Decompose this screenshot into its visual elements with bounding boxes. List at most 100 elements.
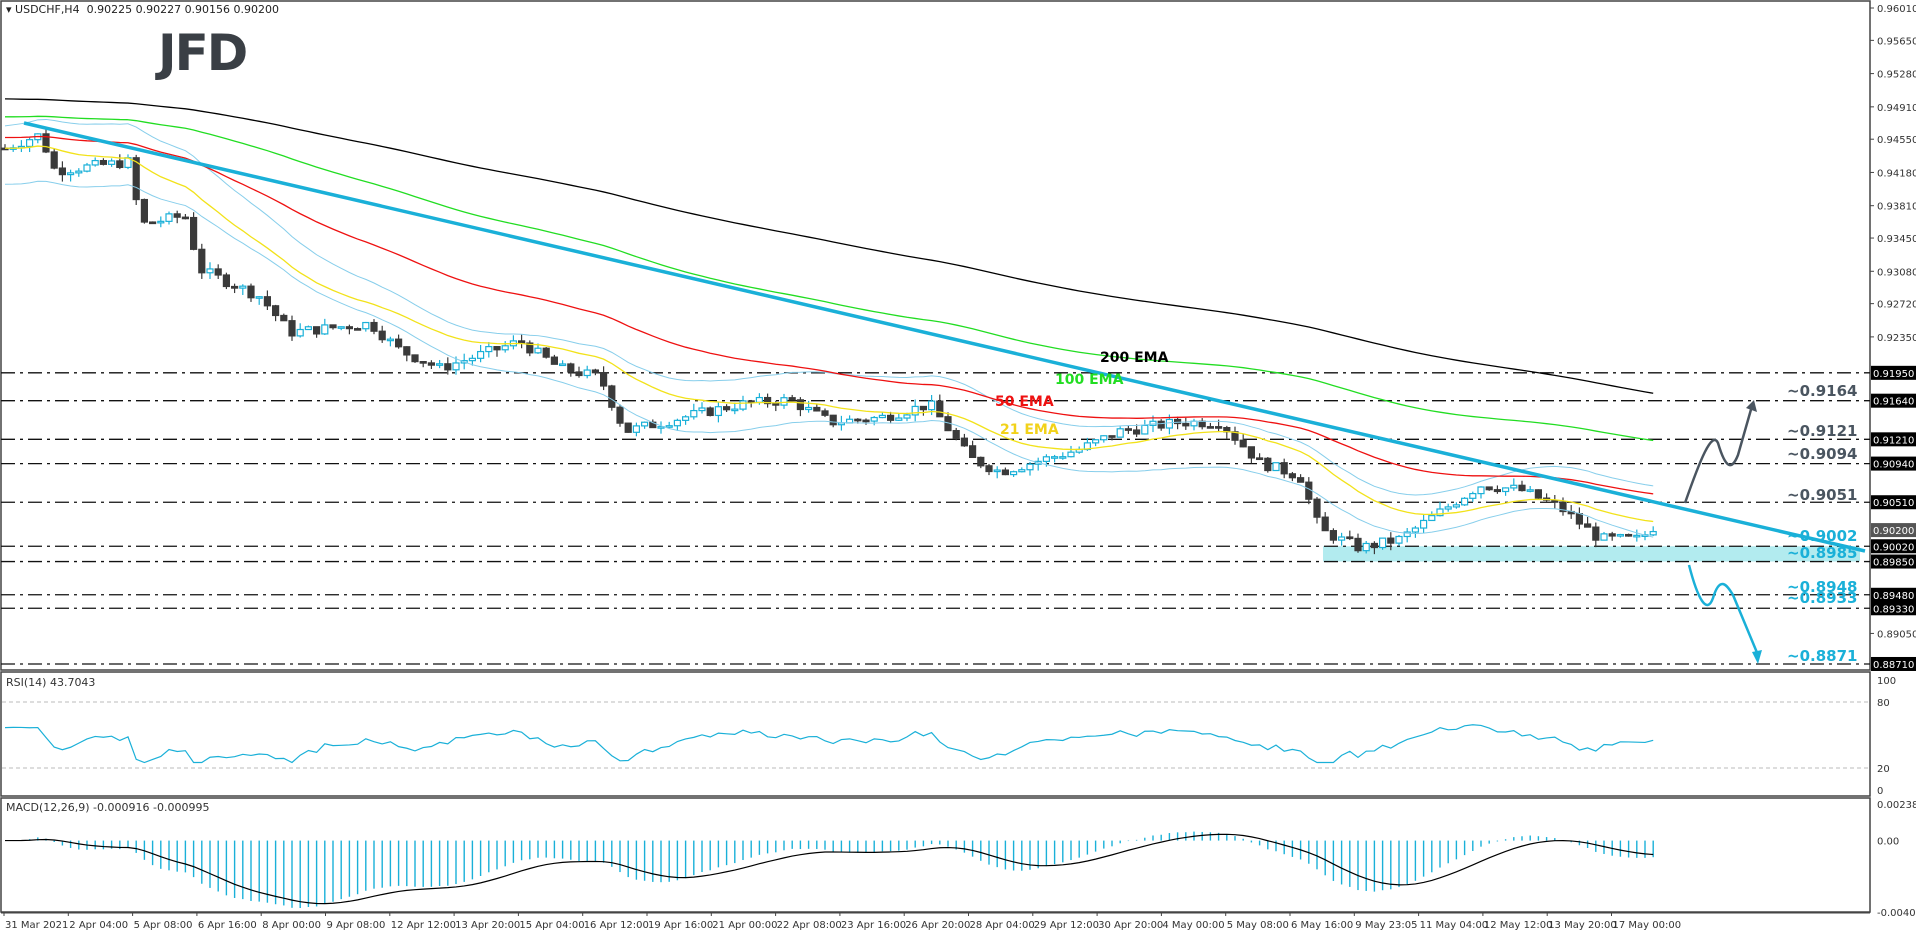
time-tick-label: 28 Apr 04:00 (970, 920, 1035, 931)
arrow-head-down-icon (1752, 650, 1762, 664)
candle-body (1067, 451, 1075, 458)
candle-body (878, 414, 887, 419)
candle-body (583, 369, 591, 377)
candle-body (1009, 471, 1018, 476)
candle-body (903, 414, 911, 419)
candle-body (1288, 473, 1297, 479)
candle-body (1206, 426, 1215, 429)
time-tick-label: 15 Apr 04:00 (519, 920, 584, 931)
candle-body (165, 213, 173, 222)
time-tick-label: 19 Apr 16:00 (648, 920, 713, 931)
price-badge (1871, 365, 1916, 380)
candle-body (936, 400, 944, 418)
candle-body (1346, 536, 1354, 540)
macd-label: MACD(12,26,9) -0.000916 -0.000995 (6, 801, 210, 814)
candle-body (854, 418, 862, 422)
candle-body (968, 445, 977, 459)
rsi-tick-label: 80 (1877, 698, 1890, 709)
price-badge-label: 0.91950 (1873, 369, 1914, 380)
price-badge (1871, 495, 1916, 510)
candle-body (395, 338, 403, 348)
candle-body (1321, 516, 1329, 532)
time-tick-label: 5 Apr 08:00 (134, 920, 193, 931)
price-badge-label: 0.90200 (1873, 526, 1914, 537)
candle-body (411, 354, 419, 363)
candle-body (1264, 457, 1272, 472)
candle-body (1559, 501, 1567, 513)
candle-body (1182, 422, 1190, 427)
candle-body (436, 363, 444, 366)
candle-body (1157, 420, 1165, 429)
price-badge (1871, 393, 1916, 408)
candle-body (1296, 477, 1305, 483)
price-badge (1871, 587, 1916, 602)
candle-body (1059, 456, 1067, 459)
candle-body (116, 160, 124, 169)
candle-body (181, 216, 189, 220)
macd-tick-label: 0.00 (1877, 837, 1899, 848)
candle-body (886, 414, 895, 421)
candle-body (296, 328, 304, 337)
candle-body (1419, 519, 1428, 529)
candle-body (354, 328, 362, 331)
candle-body (534, 347, 542, 354)
candle-body (91, 159, 99, 166)
candle-body (1050, 456, 1059, 459)
level-annotation: ~0.8871 (1787, 647, 1857, 665)
ema-100-line (4, 115, 1654, 442)
candle-body (1436, 508, 1444, 517)
support-zone (1323, 546, 1860, 562)
price-tick-label: 0.96010 (1877, 4, 1916, 15)
price-badge-label: 0.89480 (1873, 591, 1914, 602)
candle-body (895, 417, 903, 421)
candle-body (50, 151, 58, 169)
candle-body (829, 414, 837, 426)
candle-body (526, 342, 534, 354)
price-badge-label: 0.91640 (1873, 397, 1914, 408)
price-tick-label: 0.93080 (1877, 267, 1916, 278)
macd-tick-label: -0.004006 (1877, 908, 1916, 919)
time-tick-label: 2 Apr 04:00 (69, 920, 128, 931)
price-badge-label: 0.89850 (1873, 558, 1914, 569)
candle-body (468, 357, 476, 362)
candle-body (1198, 420, 1206, 428)
candle-body (591, 369, 600, 374)
price-badge (1871, 601, 1916, 616)
candle-body (747, 400, 755, 403)
candle-body (1329, 530, 1338, 541)
candle-body (567, 363, 575, 373)
time-tick-label: 9 May 23:05 (1355, 920, 1417, 931)
level-annotation: ~0.9051 (1787, 486, 1857, 504)
candle-body (222, 274, 230, 288)
time-tick-label: 17 May 00:00 (1613, 920, 1682, 931)
candle-body (206, 268, 214, 274)
candle-body (280, 314, 288, 322)
candle-body (550, 356, 559, 365)
macd-histogram (12, 831, 1654, 909)
candle-body (1469, 492, 1477, 499)
price-badge (1871, 656, 1916, 671)
ohlc-values: 0.90225 0.90227 0.90156 0.90200 (86, 3, 280, 16)
candle-body (788, 397, 796, 401)
price-tick-label: 0.95280 (1877, 70, 1916, 81)
time-tick-label: 4 May 00:00 (1162, 920, 1224, 931)
rsi-tick-label: 100 (1877, 676, 1896, 687)
level-annotation: ~0.8933 (1787, 589, 1857, 607)
time-tick-label: 5 May 08:00 (1227, 920, 1289, 931)
candle-body (263, 296, 271, 307)
candle-body (1600, 533, 1608, 541)
candle-body (58, 167, 67, 176)
candle-body (255, 296, 263, 299)
candle-body (1247, 446, 1256, 459)
candle-body (1477, 486, 1485, 495)
candle-body (132, 157, 140, 201)
collapse-triangle-icon[interactable]: ▾ (6, 3, 12, 16)
candle-body (452, 362, 460, 371)
candle-body (665, 425, 673, 428)
candle-body (739, 400, 747, 410)
candle-body (755, 396, 764, 403)
time-tick-label: 13 May 20:00 (1548, 920, 1617, 931)
candle-body (419, 361, 427, 364)
symbol-header: ▾ USDCHF,H4 0.90225 0.90227 0.90156 0.90… (6, 3, 279, 16)
